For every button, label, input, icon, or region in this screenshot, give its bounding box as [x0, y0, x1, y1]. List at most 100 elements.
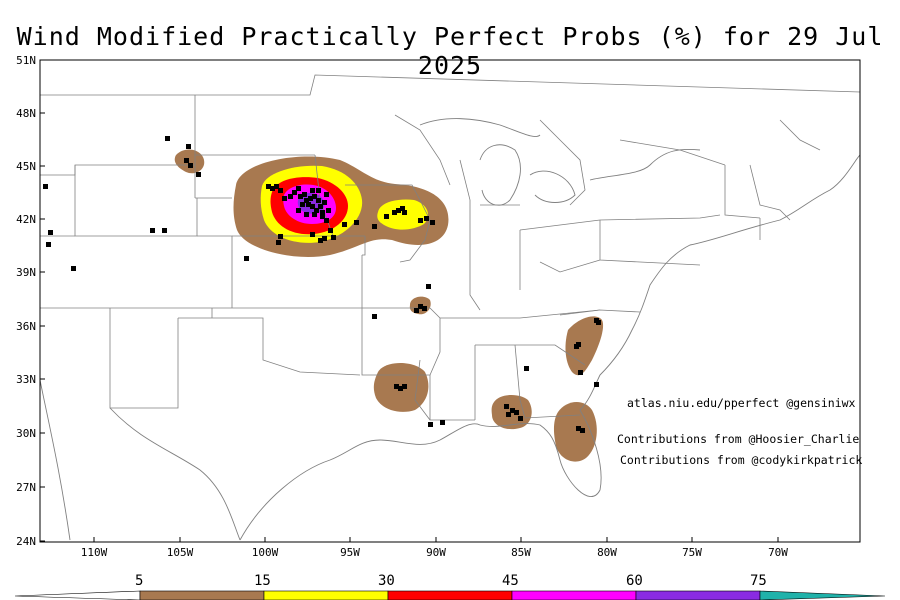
contributor-credit-1: Contributions from @Hoosier_Charlie: [617, 432, 860, 446]
wind-report-marker: [310, 204, 315, 209]
wind-report-marker: [372, 224, 377, 229]
wind-report-marker: [524, 366, 529, 371]
wind-report-marker: [196, 172, 201, 177]
legend-label-15: 15: [254, 573, 271, 589]
wind-report-marker: [322, 236, 327, 241]
lat-label: 48N: [16, 107, 36, 120]
wind-report-marker: [331, 235, 336, 240]
wind-report-marker: [312, 212, 317, 217]
wind-report-marker: [316, 198, 321, 203]
map-frame: [39, 59, 861, 543]
wind-report-marker: [576, 426, 581, 431]
legend-swatch-60: [635, 590, 761, 600]
wind-report-marker: [426, 284, 431, 289]
wind-report-marker: [278, 188, 283, 193]
wind-report-marker: [266, 184, 271, 189]
wind-report-marker: [578, 370, 583, 375]
wind-report-marker: [312, 194, 317, 199]
site-credit: atlas.niu.edu/pperfect @gensiniwx: [627, 396, 856, 410]
coastlines: [40, 118, 860, 541]
wind-report-marker: [46, 242, 51, 247]
wind-report-marker: [288, 194, 293, 199]
wind-report-marker: [48, 230, 53, 235]
wind-report-marker: [596, 320, 601, 325]
wind-report-marker: [394, 384, 399, 389]
wind-report-marker: [514, 410, 519, 415]
contour-5-fl: [553, 401, 597, 462]
wind-report-marker: [316, 188, 321, 193]
wind-report-marker: [276, 240, 281, 245]
wind-report-marker: [418, 218, 423, 223]
wind-report-marker: [400, 206, 405, 211]
wind-report-marker: [392, 210, 397, 215]
legend-label-45: 45: [502, 573, 519, 589]
wind-report-marker: [402, 384, 407, 389]
lon-label: 85W: [511, 546, 531, 559]
wind-report-marker: [186, 144, 191, 149]
wind-report-marker: [324, 192, 329, 197]
lon-label: 75W: [682, 546, 702, 559]
lon-label: 95W: [340, 546, 360, 559]
wind-report-marker: [518, 416, 523, 421]
wind-report-marker: [71, 266, 76, 271]
lat-label: 24N: [16, 535, 36, 548]
lat-label: 39N: [16, 266, 36, 279]
wind-report-marker: [310, 232, 315, 237]
legend-low-triangle: [14, 590, 141, 600]
wind-report-marker: [296, 186, 301, 191]
wind-report-marker: [328, 228, 333, 233]
wind-report-marker: [310, 188, 315, 193]
wind-report-marker: [574, 344, 579, 349]
legend-swatch-5: [139, 590, 265, 600]
legend-label-5: 5: [135, 573, 144, 589]
wind-report-marker: [402, 210, 407, 215]
contour-5-sc: [565, 316, 604, 376]
wind-report-marker: [296, 208, 301, 213]
legend-swatch-45: [511, 590, 637, 600]
legend-swatch-30: [387, 590, 513, 600]
wind-report-marker: [306, 202, 311, 207]
lat-label: 33N: [16, 373, 36, 386]
lon-label: 80W: [597, 546, 617, 559]
prob-contours: [174, 149, 604, 462]
wind-report-marker: [504, 404, 509, 409]
wind-report-marker: [304, 198, 309, 203]
wind-report-marker: [318, 238, 323, 243]
wind-report-marker: [298, 194, 303, 199]
wind-report-marker: [43, 184, 48, 189]
wind-report-marker: [440, 420, 445, 425]
wind-report-marker: [326, 208, 331, 213]
lat-label: 36N: [16, 320, 36, 333]
legend-high-triangle: [759, 590, 886, 600]
wind-report-marker: [162, 228, 167, 233]
map-axes: 51N 48N 45N 42N 39N 36N 33N 30N 27N 24N 110W 105W 10…: [16, 54, 788, 559]
lon-label: 100W: [252, 546, 279, 559]
lon-label: 105W: [167, 546, 194, 559]
wind-report-marker: [184, 158, 189, 163]
wind-report-marker: [274, 184, 279, 189]
wind-report-marker: [396, 208, 401, 213]
wind-report-marker: [150, 228, 155, 233]
wind-report-marker: [308, 196, 313, 201]
wind-report-marker: [428, 422, 433, 427]
wind-report-marker: [320, 214, 325, 219]
wind-report-marker: [188, 163, 193, 168]
wind-report-marker: [278, 234, 283, 239]
wind-report-marker: [318, 204, 323, 209]
wind-report-marker: [322, 200, 327, 205]
wind-report-marker: [594, 382, 599, 387]
legend: [14, 590, 886, 600]
lat-label: 30N: [16, 427, 36, 440]
legend-label-30: 30: [378, 573, 395, 589]
wind-report-marker: [418, 304, 423, 309]
wind-report-marker: [342, 222, 347, 227]
contour-5-mt: [174, 149, 205, 174]
wind-report-marker: [580, 428, 585, 433]
wind-report-marker: [430, 220, 435, 225]
wind-report-marker: [510, 408, 515, 413]
lat-label: 27N: [16, 481, 36, 494]
wind-report-marker: [422, 306, 427, 311]
wind-report-marker: [506, 412, 511, 417]
wind-report-marker: [314, 208, 319, 213]
